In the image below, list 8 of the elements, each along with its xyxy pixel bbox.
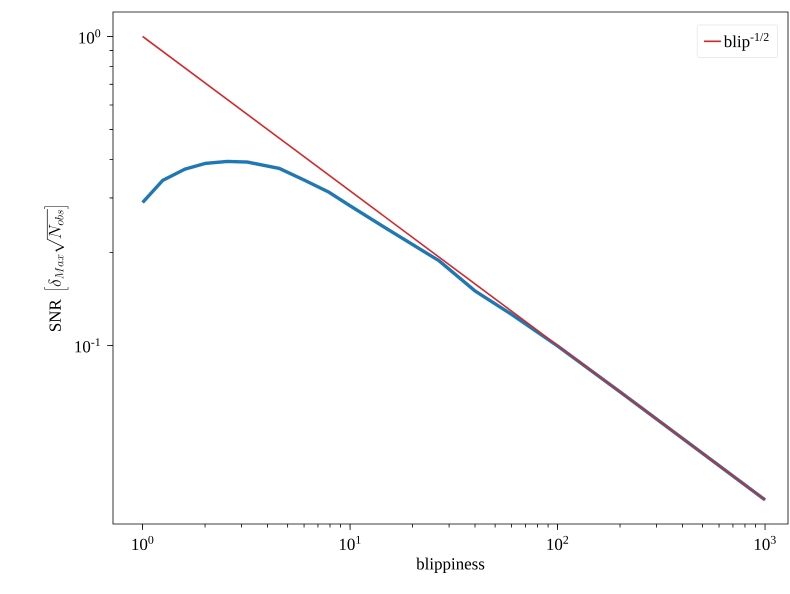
x-tick-label: 10$^{3}$ bbox=[754, 536, 776, 550]
y-axis-title: $\mathrm{SNR}\ \left[\delta_{Max}\sqrt{N_{obs}}\right]$ bbox=[44, 206, 68, 332]
x-axis-title: blippiness bbox=[416, 558, 484, 573]
legend-label: blip$^{-1/2}$ bbox=[724, 32, 769, 51]
y-tick-label: 10$^{-1}$ bbox=[75, 338, 100, 352]
x-tick-label: 10$^{2}$ bbox=[547, 536, 568, 550]
x-tick-label: 10$^{1}$ bbox=[340, 536, 361, 550]
x-tick-label: 10$^{0}$ bbox=[132, 536, 154, 550]
